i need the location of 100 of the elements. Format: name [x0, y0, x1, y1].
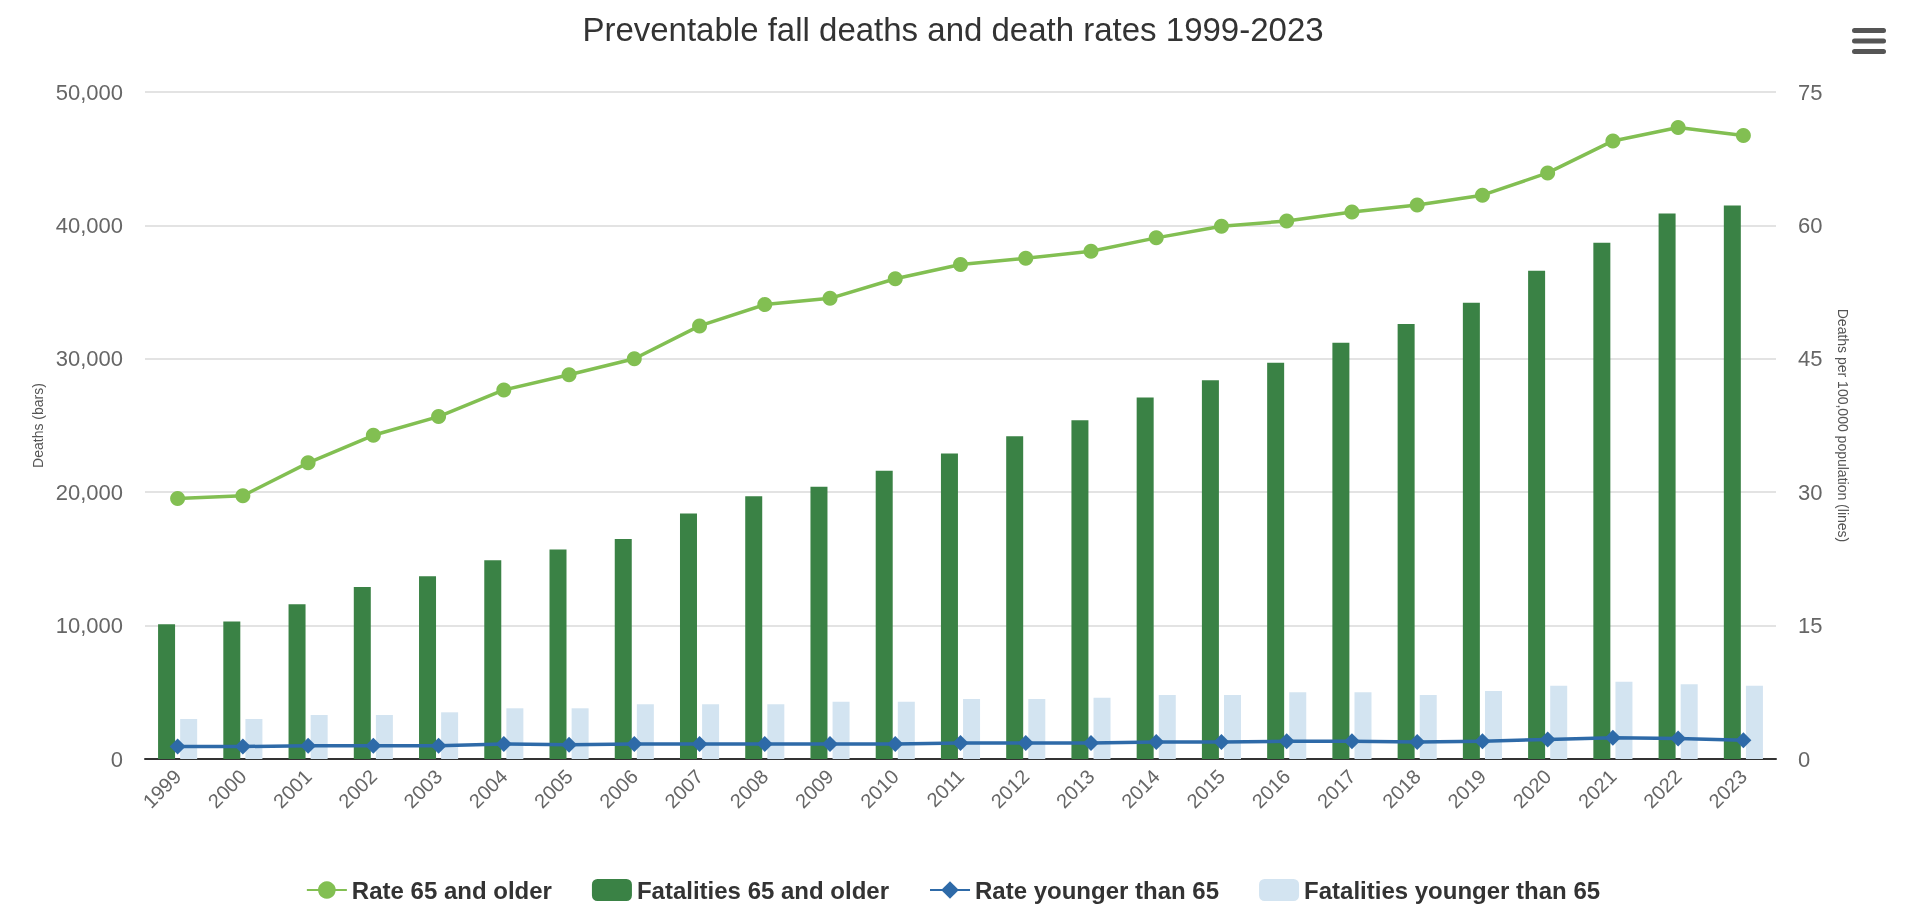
bar: [1289, 692, 1307, 759]
bar: [1745, 685, 1763, 759]
bar: [158, 624, 176, 759]
bar: [963, 698, 981, 759]
point: [561, 736, 578, 753]
chart-title: Preventable fall deaths and death rates 1999-2023: [582, 11, 1324, 48]
point: [561, 367, 577, 383]
point: [953, 257, 968, 273]
point: [757, 297, 773, 313]
bar: [1658, 213, 1676, 759]
y2-tick-label: 15: [1798, 613, 1823, 639]
point: [1278, 733, 1295, 750]
point: [1213, 734, 1230, 751]
point: [495, 735, 512, 752]
point: [430, 737, 447, 754]
point: [626, 351, 642, 367]
point: [1670, 120, 1686, 136]
bar: [702, 704, 720, 759]
bar: [1354, 692, 1372, 759]
legend-label: Rate 65 and older: [351, 876, 552, 904]
y-tick-label: 10,000: [55, 613, 123, 639]
point: [1083, 243, 1099, 259]
bar: [1267, 362, 1285, 759]
bar: [223, 621, 241, 759]
bar: [375, 714, 393, 759]
y2-axis-title: Deaths per 100,000 population (lines): [1835, 308, 1851, 543]
point: [234, 738, 251, 755]
point: [300, 737, 317, 754]
point: [1605, 133, 1621, 149]
bar: [767, 704, 785, 759]
point: [1148, 230, 1164, 246]
point: [365, 427, 381, 443]
bar: [1158, 694, 1176, 759]
point: [692, 318, 708, 334]
bar: [1136, 397, 1154, 759]
y-axis-title: Deaths (bars): [29, 383, 46, 468]
point: [1213, 218, 1229, 234]
point: [626, 735, 643, 752]
point: [822, 735, 839, 752]
point: [170, 490, 186, 506]
bar: [1093, 697, 1111, 759]
y-tick-label: 20,000: [55, 479, 123, 505]
bar: [1332, 342, 1350, 759]
bar: [1419, 694, 1437, 759]
y2-tick-label: 30: [1798, 479, 1823, 505]
point: [1474, 733, 1491, 750]
point: [300, 455, 316, 471]
point: [1279, 213, 1295, 229]
bar: [1397, 324, 1415, 759]
bar: [1550, 685, 1568, 759]
point: [1017, 734, 1034, 751]
y-tick-label: 40,000: [55, 212, 123, 238]
y-tick-label: 50,000: [55, 79, 123, 105]
bar: [679, 513, 697, 759]
bar: [940, 453, 958, 759]
point: [169, 738, 186, 755]
point: [1409, 734, 1426, 751]
legend-label: Rate younger than 65: [975, 876, 1220, 904]
point: [822, 290, 838, 306]
bar: [549, 549, 567, 759]
point: [1343, 733, 1360, 750]
legend-label: Fatalities 65 and older: [636, 876, 890, 904]
bar: [832, 701, 850, 759]
y2-tick-label: 45: [1798, 346, 1823, 372]
point: [691, 735, 708, 752]
point: [1539, 731, 1556, 748]
bar: [1224, 694, 1242, 759]
bar: [288, 604, 306, 759]
bar: [571, 708, 589, 759]
point: [1735, 732, 1752, 749]
point: [1604, 729, 1621, 746]
bar: [1615, 681, 1633, 759]
point: [1474, 187, 1490, 203]
point: [1018, 250, 1034, 266]
bar: [1528, 270, 1546, 759]
bar: [310, 714, 328, 759]
bar: [1723, 205, 1741, 759]
point: [1148, 734, 1165, 751]
y2-tick-label: 0: [1798, 746, 1811, 772]
bar: [419, 576, 437, 759]
bar: [1006, 436, 1024, 759]
legend-label: Fatalities younger than 65: [1304, 876, 1601, 904]
point: [887, 271, 903, 287]
point: [887, 735, 904, 752]
point: [1735, 128, 1751, 144]
bar: [1462, 302, 1480, 759]
bar: [1484, 690, 1502, 759]
bar: [897, 701, 915, 759]
bar: [1071, 420, 1089, 759]
bar: [1201, 380, 1219, 759]
point: [1344, 204, 1360, 220]
bar: [745, 496, 763, 759]
point: [496, 382, 512, 398]
bar: [484, 560, 502, 759]
bar: [353, 586, 371, 759]
point: [756, 735, 773, 752]
point: [235, 488, 251, 504]
point: [365, 737, 382, 754]
y-tick-label: 30,000: [55, 346, 123, 372]
y-tick-label: 0: [110, 746, 123, 772]
